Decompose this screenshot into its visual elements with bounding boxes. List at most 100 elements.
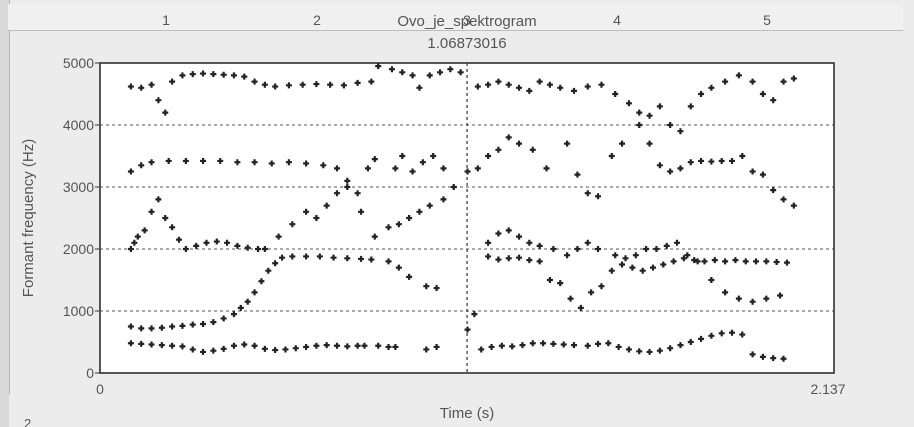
formant-point — [200, 348, 207, 355]
y-tick-label: 1000 — [63, 303, 94, 319]
formant-point — [780, 78, 787, 85]
formant-point — [584, 83, 591, 90]
formant-point — [433, 285, 440, 292]
formant-point — [210, 319, 217, 326]
formant-point — [189, 71, 196, 78]
formant-point — [646, 348, 653, 355]
formant-point — [646, 112, 653, 119]
formant-point — [138, 340, 145, 347]
formant-point — [254, 246, 261, 252]
formant-point — [148, 81, 155, 88]
formant-point — [684, 252, 691, 259]
formant-point — [656, 162, 663, 169]
formant-point — [598, 283, 605, 290]
formant-point — [663, 242, 670, 249]
chart-title: Ovo_je_spektrogram — [397, 13, 536, 30]
formant-point — [677, 165, 684, 172]
formant-point — [148, 208, 155, 215]
formant-point — [505, 255, 512, 262]
formant-point — [138, 84, 145, 91]
formant-point — [612, 252, 619, 259]
formant-point — [639, 267, 646, 274]
formant-point — [540, 340, 547, 347]
formant-point — [711, 257, 718, 264]
formant-point — [285, 82, 292, 89]
formant-point — [698, 157, 705, 164]
formant-point — [505, 227, 512, 234]
formant-point — [516, 233, 523, 240]
formant-point — [749, 351, 756, 358]
formant-point — [375, 342, 382, 349]
formant-point — [419, 159, 426, 166]
formant-point — [251, 342, 258, 349]
formant-point — [220, 71, 227, 78]
formant-point — [728, 329, 735, 336]
formant-point — [220, 315, 227, 322]
formant-point — [632, 252, 639, 259]
formant-point — [759, 91, 766, 97]
formant-point — [739, 331, 746, 338]
formant-point — [749, 168, 756, 175]
formant-point — [612, 91, 619, 97]
formant-point — [179, 72, 186, 79]
formant-point — [708, 158, 715, 165]
formant-point — [450, 184, 457, 190]
formant-point — [148, 325, 155, 332]
formant-point — [134, 233, 141, 240]
formant-point — [258, 278, 265, 285]
formant-point — [354, 190, 361, 197]
formant-point — [584, 190, 591, 197]
formant-point — [220, 345, 227, 352]
formant-point — [595, 246, 602, 252]
formant-point — [344, 343, 351, 350]
formant-point — [485, 153, 492, 159]
formant-point — [636, 109, 643, 116]
formant-point — [358, 255, 365, 262]
formant-point — [251, 78, 258, 85]
formant-point — [660, 261, 667, 268]
formant-point — [735, 295, 742, 302]
formant-point — [385, 258, 392, 265]
formant-point — [395, 221, 402, 228]
formant-point — [656, 347, 663, 354]
formant-point — [169, 342, 176, 349]
formant-point — [200, 157, 207, 164]
formant-point — [536, 78, 543, 85]
formant-point — [268, 160, 275, 167]
formant-point — [244, 298, 251, 305]
formant-point — [667, 168, 674, 175]
formant-point — [478, 346, 485, 353]
y-axis-label: Formant frequency (Hz) — [20, 139, 37, 297]
formant-point — [409, 72, 416, 79]
formant-point — [423, 283, 430, 290]
formant-point — [464, 168, 471, 175]
formant-point — [210, 71, 217, 78]
x-axis-label: Time (s) — [440, 405, 494, 422]
formant-point — [344, 184, 351, 190]
formant-point — [303, 208, 310, 215]
formant-point — [667, 345, 674, 352]
formant-point — [303, 253, 310, 260]
formant-point — [399, 153, 406, 159]
plot-area[interactable] — [99, 62, 835, 374]
formant-point — [148, 341, 155, 348]
window-bottom-frame — [9, 395, 914, 427]
formant-point — [546, 277, 553, 283]
formant-point — [643, 246, 650, 252]
formant-point — [759, 171, 766, 178]
formant-points — [127, 63, 797, 362]
formant-point — [430, 153, 437, 159]
formant-point — [653, 246, 660, 252]
formant-point — [406, 215, 413, 221]
formant-point — [241, 341, 248, 348]
formant-point — [416, 84, 423, 91]
selection-ruler[interactable] — [8, 4, 903, 31]
y-tick-label: 2000 — [63, 241, 94, 257]
formant-point — [526, 257, 533, 264]
formant-point — [718, 157, 725, 164]
formant-point — [292, 345, 299, 352]
formant-point — [488, 343, 495, 350]
formant-point — [210, 347, 217, 354]
formant-point — [395, 264, 402, 271]
formant-point — [773, 259, 780, 266]
